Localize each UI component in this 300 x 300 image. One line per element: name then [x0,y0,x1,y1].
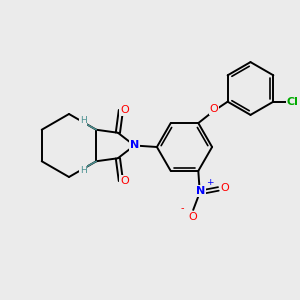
Text: O: O [210,104,219,114]
Text: O: O [120,105,129,115]
Text: -: - [181,203,184,213]
Text: Cl: Cl [287,97,299,107]
Text: N: N [130,140,139,151]
Text: O: O [188,212,197,221]
Text: N: N [196,186,205,196]
Text: O: O [120,176,129,186]
Text: H: H [80,166,87,175]
Text: H: H [80,116,87,125]
Text: +: + [206,178,213,188]
Text: O: O [220,183,230,193]
